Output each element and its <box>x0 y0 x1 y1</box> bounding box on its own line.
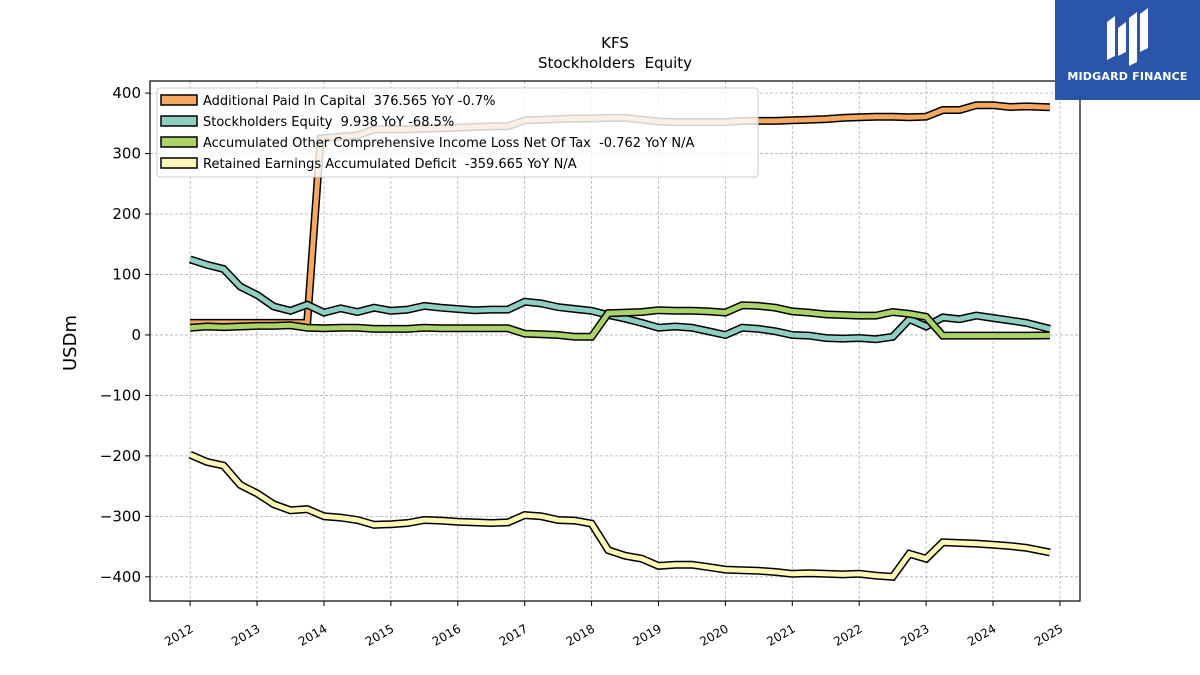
y-tick-label: 200 <box>112 205 141 223</box>
grid <box>150 81 1080 601</box>
y-ticks: 400 300 200 100 0 −100 −200 −300 −400 <box>100 84 150 586</box>
legend-label: Additional Paid In Capital 376.565 YoY -… <box>203 94 496 109</box>
chart-subtitle: Stockholders Equity <box>538 54 692 72</box>
legend-item: Additional Paid In Capital 376.565 YoY -… <box>160 94 496 109</box>
y-tick-label: 400 <box>112 84 141 102</box>
brand-logo: MIDGARD FINANCE <box>1055 0 1200 100</box>
x-tick-label: 2020 <box>697 621 730 648</box>
x-tick-label: 2013 <box>229 621 262 648</box>
series-layer <box>188 101 1051 581</box>
y-tick-label: 300 <box>112 145 141 163</box>
x-tick-label: 2017 <box>497 621 530 648</box>
x-tick-label: 2021 <box>764 621 797 648</box>
legend-swatch <box>160 136 198 148</box>
series-4 <box>188 451 1051 581</box>
legend-swatch <box>160 94 198 106</box>
x-tick-label: 2023 <box>898 621 931 648</box>
y-axis-label: USDm <box>60 315 81 371</box>
chart-title: KFS <box>601 34 629 52</box>
x-tick-label: 2018 <box>564 621 597 648</box>
y-tick-label: 0 <box>131 326 141 344</box>
y-tick-label: −300 <box>100 507 141 525</box>
x-tick-label: 2014 <box>296 621 329 648</box>
x-tick-label: 2019 <box>631 621 664 648</box>
legend-item: Retained Earnings Accumulated Deficit -3… <box>160 157 577 172</box>
x-tick-label: 2012 <box>162 621 195 648</box>
legend-item: Accumulated Other Comprehensive Income L… <box>160 136 694 151</box>
brand-name: MIDGARD FINANCE <box>1067 70 1188 83</box>
legend-label: Stockholders Equity 9.938 YoY -68.5% <box>203 115 454 130</box>
x-tick-label: 2015 <box>363 621 396 648</box>
plot-frame <box>149 80 1081 602</box>
x-tick-label: 2022 <box>831 621 864 648</box>
x-ticks: 2012 2013 2014 2015 2016 2017 2018 2019 2020 2021… <box>162 601 1065 649</box>
legend-swatch <box>160 115 198 127</box>
y-tick-label: −100 <box>100 386 141 404</box>
series-3 <box>189 301 1050 341</box>
series-line <box>189 302 1050 340</box>
x-tick-label: 2025 <box>1032 621 1065 648</box>
midgard-logo-icon <box>1107 8 1148 66</box>
legend-label: Retained Earnings Accumulated Deficit -3… <box>203 157 577 172</box>
legend-item: Stockholders Equity 9.938 YoY -68.5% <box>160 115 454 130</box>
y-tick-label: 100 <box>112 265 141 283</box>
y-tick-label: −200 <box>100 447 141 465</box>
legend-swatch <box>160 157 198 169</box>
legend-label: Accumulated Other Comprehensive Income L… <box>203 136 694 151</box>
y-tick-label: −400 <box>100 568 141 586</box>
x-tick-label: 2024 <box>965 621 998 648</box>
x-tick-label: 2016 <box>430 621 463 648</box>
series-line <box>189 452 1051 580</box>
legend-box <box>156 87 759 178</box>
legend: Additional Paid In Capital 376.565 YoY -… <box>156 87 759 178</box>
